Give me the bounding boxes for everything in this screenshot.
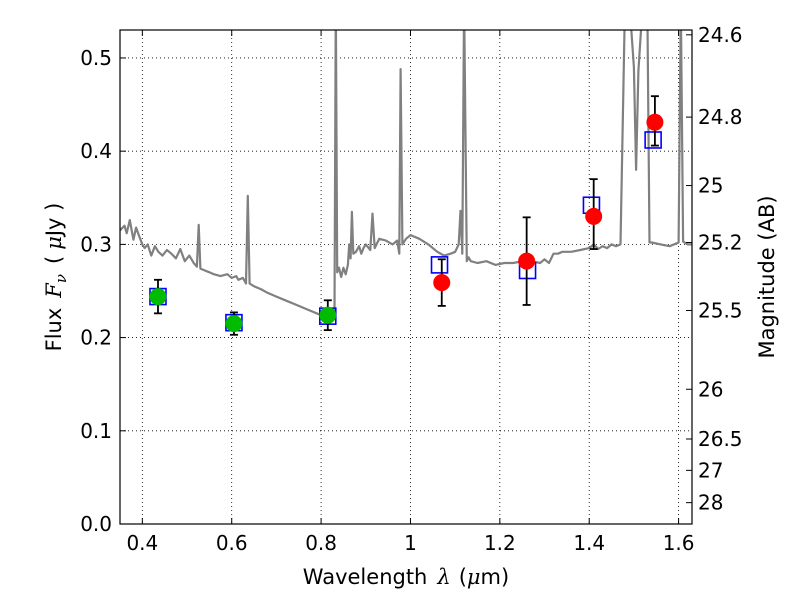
x-tick-label: 1.4 — [573, 531, 605, 555]
magnitude-tick-label: 26.5 — [698, 427, 743, 451]
spectrum-line — [120, 30, 692, 319]
magnitude-tick-label: 24.8 — [698, 105, 743, 129]
model-square-marker — [430, 256, 449, 274]
x-tick-label: 1 — [404, 531, 417, 555]
magnitude-axis-label: Magnitude (AB) — [755, 195, 779, 358]
x-tick-label: 0.4 — [126, 531, 158, 555]
x-axis-label: Wavelength λ (μm) — [303, 565, 509, 589]
magnitude-tick-label: 27 — [698, 458, 723, 482]
green-point-marker — [225, 315, 243, 333]
y-tick-label: 0.2 — [80, 326, 112, 350]
data-layer — [120, 30, 692, 336]
magnitude-tick-label: 25 — [698, 174, 723, 198]
model-square-marker — [644, 131, 662, 149]
red-point-marker — [433, 274, 451, 292]
x-tick-label: 1.2 — [484, 531, 516, 555]
magnitude-tick-label: 25.2 — [698, 231, 743, 255]
red-point-marker — [646, 113, 664, 131]
green-point-marker — [149, 288, 167, 306]
magnitude-tick-label: 25.5 — [698, 298, 743, 322]
x-tick-label: 0.8 — [305, 531, 337, 555]
magnitude-tick-label: 26 — [698, 377, 723, 401]
y-tick-label: 0.5 — [80, 46, 112, 70]
y-axis-label: FluxFν(μJy ) — [42, 203, 70, 352]
y-tick-label: 0.1 — [80, 419, 112, 443]
y-tick-label: 0.4 — [80, 139, 112, 163]
x-tick-label: 0.6 — [216, 531, 248, 555]
green-point-marker — [319, 306, 337, 324]
x-tick-label: 1.6 — [663, 531, 695, 555]
magnitude-tick-label: 24.6 — [698, 23, 743, 47]
magnitude-tick-label: 28 — [698, 491, 723, 515]
plot-frame — [119, 29, 693, 525]
grid — [120, 30, 692, 525]
y-tick-label: 0.3 — [80, 232, 112, 256]
red-point-marker — [518, 252, 536, 270]
red-point-marker — [585, 207, 603, 225]
y-tick-label: 0.0 — [80, 512, 112, 536]
axis-ticks: 0.4 0.6 0.8 1 1.2 1.4 1.6 0.0 0.1 0.2 0.3 0.4 0.5 24.… — [80, 23, 742, 555]
